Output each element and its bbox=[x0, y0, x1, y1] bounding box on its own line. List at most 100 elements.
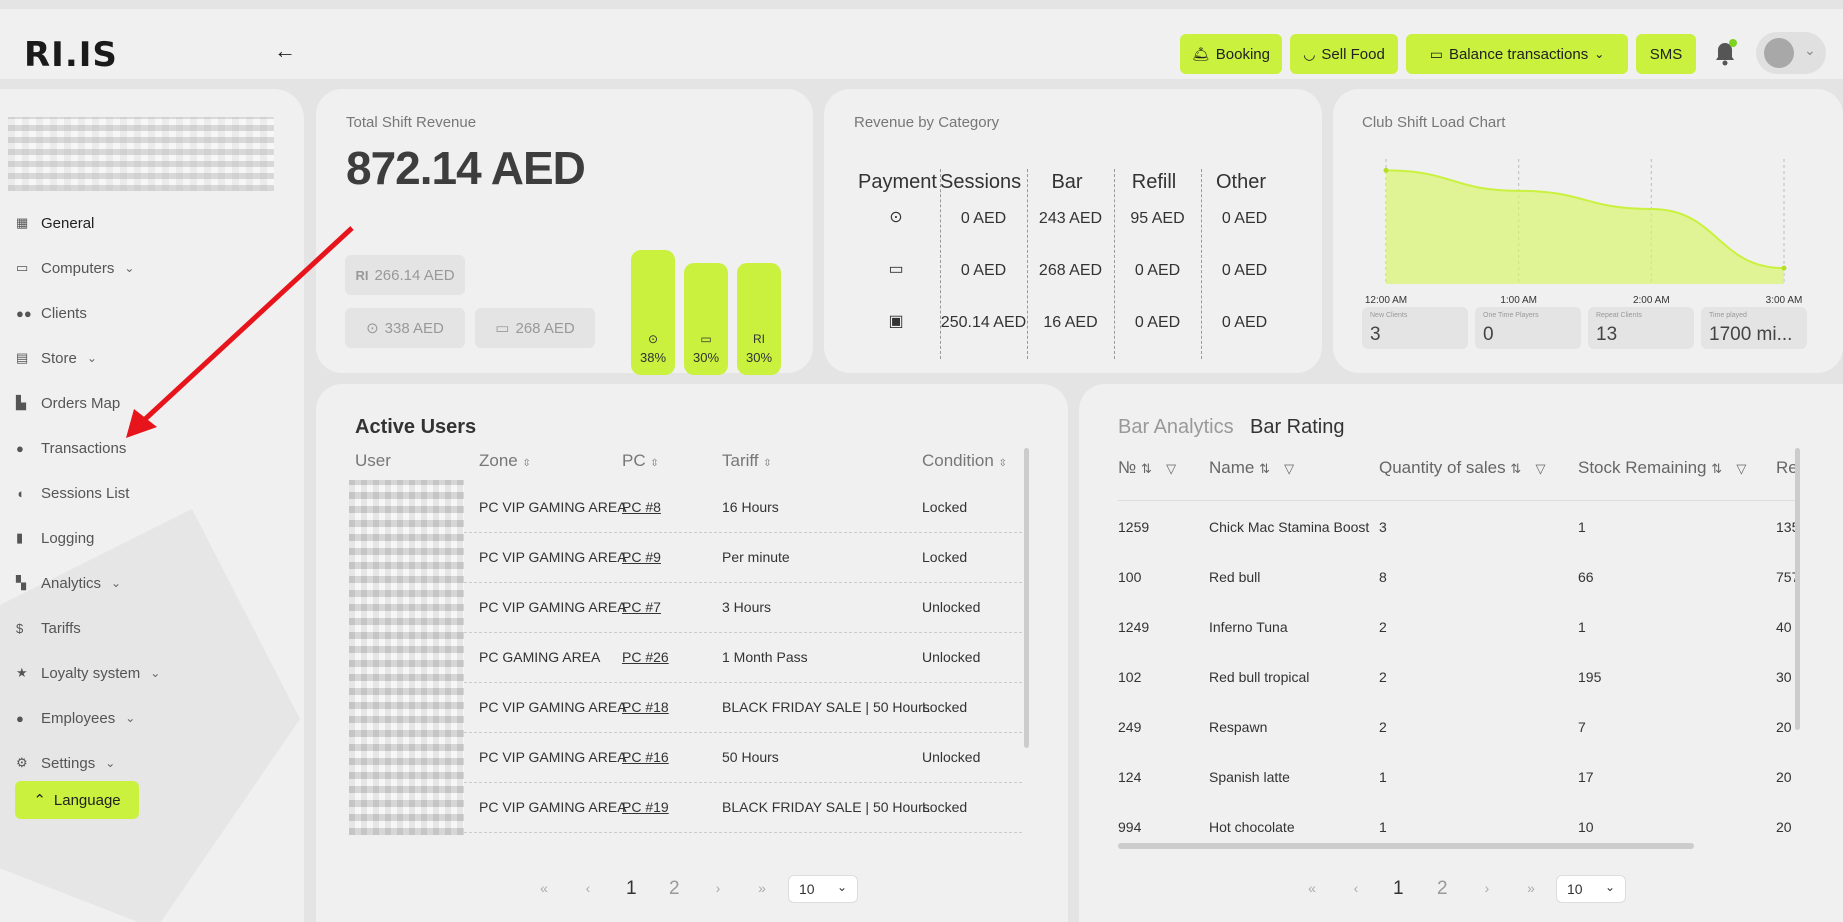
mouse-icon: ◖ bbox=[16, 485, 24, 501]
bell-icon[interactable] bbox=[1712, 39, 1738, 67]
sidebar-item-computers[interactable]: ▭ Computers ⌄ bbox=[16, 253, 296, 283]
col-label: Stock Remaining bbox=[1578, 458, 1707, 477]
stat-value: 3 bbox=[1370, 324, 1381, 345]
next-page-button[interactable]: › bbox=[715, 880, 721, 896]
first-page-button[interactable]: « bbox=[540, 880, 548, 896]
user-avatar-menu[interactable]: ⌄ bbox=[1756, 32, 1826, 74]
pc-link[interactable]: PC #8 bbox=[622, 499, 661, 515]
sidebar-item-general[interactable]: ▦ General bbox=[16, 208, 296, 238]
language-button[interactable]: ⌃ Language bbox=[15, 781, 139, 819]
cell: 268 AED bbox=[1038, 262, 1103, 279]
pc-link[interactable]: PC #26 bbox=[622, 649, 669, 665]
col-sessions: Sessions bbox=[940, 171, 1022, 193]
col-refill: Refill bbox=[1131, 171, 1177, 193]
zone-cell: PC VIP GAMING AREA bbox=[479, 499, 627, 515]
tab-bar-analytics[interactable]: Bar Analytics bbox=[1118, 416, 1234, 438]
sort-icon: ⇳ bbox=[522, 458, 531, 469]
col-tariff-sortable[interactable]: Tariff ⇳ bbox=[722, 451, 772, 471]
sidebar-item-logging[interactable]: ▮ Logging bbox=[16, 523, 296, 553]
sell-food-button[interactable]: ◡ Sell Food bbox=[1290, 34, 1398, 74]
pc-link[interactable]: PC #19 bbox=[622, 799, 669, 815]
sidebar-item-orders-map[interactable]: ▙ Orders Map bbox=[16, 388, 296, 418]
tab-bar-rating[interactable]: Bar Rating bbox=[1250, 416, 1345, 438]
col-quantity[interactable]: Quantity of sales ⇅ ▽ bbox=[1379, 458, 1545, 478]
zone-cell: PC VIP GAMING AREA bbox=[479, 799, 627, 815]
card-pill: ▭ 268 AED bbox=[475, 308, 595, 348]
x-tick-label: 12:00 AM bbox=[1365, 295, 1407, 306]
load-area bbox=[1386, 170, 1784, 284]
page-1-button[interactable]: 1 bbox=[626, 878, 637, 899]
cell: 0 AED bbox=[1221, 262, 1268, 279]
sidebar-item-sessions-list[interactable]: ◖ Sessions List bbox=[16, 478, 296, 508]
booking-button[interactable]: 🛎 Booking bbox=[1180, 34, 1282, 74]
sort-icon: ⇳ bbox=[650, 458, 659, 469]
sidebar-item-tariffs[interactable]: $ Tariffs bbox=[16, 613, 296, 643]
filter-icon[interactable]: ▽ bbox=[1284, 461, 1295, 476]
sidebar-item-store[interactable]: ▤ Store ⌄ bbox=[16, 343, 296, 373]
divider bbox=[1114, 169, 1115, 359]
col-number[interactable]: № ⇅ ▽ bbox=[1118, 458, 1176, 478]
col-other: Other bbox=[1215, 171, 1267, 193]
name-cell: Spanish latte bbox=[1209, 769, 1290, 785]
arrow-left-icon[interactable]: ← bbox=[274, 38, 296, 63]
revenue-cell: 40 bbox=[1776, 619, 1792, 635]
first-page-button[interactable]: « bbox=[1308, 880, 1316, 896]
col-name[interactable]: Name ⇅ ▽ bbox=[1209, 458, 1294, 478]
row-divider bbox=[464, 532, 1022, 533]
page-1-button[interactable]: 1 bbox=[1393, 878, 1404, 899]
pc-link[interactable]: PC #7 bbox=[622, 599, 661, 615]
filter-icon[interactable]: ▽ bbox=[1736, 461, 1747, 476]
col-label: Quantity of sales bbox=[1379, 458, 1506, 477]
quantity-cell: 2 bbox=[1379, 619, 1387, 635]
sidebar-item-analytics[interactable]: ▚ Analytics ⌄ bbox=[16, 568, 296, 598]
ri-is-logo[interactable]: RI.IS bbox=[24, 35, 118, 75]
name-cell: Red bull tropical bbox=[1209, 669, 1310, 685]
revenue-cell: 30 bbox=[1776, 669, 1792, 685]
card-title: Revenue by Category bbox=[854, 114, 1000, 131]
stock-cell: 7 bbox=[1578, 719, 1586, 735]
last-page-button[interactable]: » bbox=[1527, 880, 1535, 896]
pc-link[interactable]: PC #16 bbox=[622, 749, 669, 765]
horizontal-scrollbar[interactable] bbox=[1118, 843, 1694, 849]
load-line bbox=[1385, 169, 1785, 270]
per-page-select[interactable]: 10 ⌄ bbox=[788, 875, 858, 903]
chevron-down-icon: ⌄ bbox=[111, 576, 122, 590]
pc-link[interactable]: PC #18 bbox=[622, 699, 669, 715]
col-pc-sortable[interactable]: PC ⇳ bbox=[622, 451, 659, 471]
col-label: Name bbox=[1209, 458, 1255, 477]
quantity-cell: 8 bbox=[1379, 569, 1387, 585]
language-label: Language bbox=[53, 791, 121, 809]
prev-page-button[interactable]: ‹ bbox=[585, 880, 591, 896]
row-divider bbox=[464, 582, 1022, 583]
stat-time-played: Time played 1700 mi... bbox=[1701, 307, 1807, 349]
col-revenue[interactable]: Re bbox=[1776, 458, 1796, 477]
sidebar-item-transactions[interactable]: ● Transactions bbox=[16, 433, 296, 463]
pc-link[interactable]: PC #9 bbox=[622, 549, 661, 565]
cell: 0 AED bbox=[1221, 314, 1268, 331]
col-zone-sortable[interactable]: Zone ⇳ bbox=[479, 451, 531, 471]
sidebar-item-clients[interactable]: ●● Clients bbox=[16, 298, 296, 328]
next-page-button[interactable]: › bbox=[1484, 880, 1490, 896]
per-page-select[interactable]: 10 ⌄ bbox=[1556, 875, 1626, 903]
page-2-button[interactable]: 2 bbox=[1437, 878, 1448, 899]
balance-transactions-button[interactable]: ▭ Balance transactions ⌄ bbox=[1406, 34, 1628, 74]
stat-label: One Time Players bbox=[1483, 312, 1539, 319]
users-icon: ●● bbox=[16, 305, 32, 321]
col-condition-sortable[interactable]: Condition ⇳ bbox=[922, 451, 1007, 471]
col-stock[interactable]: Stock Remaining ⇅ ▽ bbox=[1578, 458, 1746, 478]
last-page-button[interactable]: » bbox=[758, 880, 766, 896]
scrollbar[interactable] bbox=[1024, 448, 1029, 748]
coin-icon: ● bbox=[16, 440, 24, 456]
page-2-button[interactable]: 2 bbox=[669, 878, 680, 899]
vertical-scrollbar[interactable] bbox=[1795, 448, 1800, 730]
header-divider bbox=[1118, 500, 1798, 501]
prev-page-button[interactable]: ‹ bbox=[1353, 880, 1359, 896]
sidebar-item-settings[interactable]: ⚙ Settings ⌄ bbox=[16, 748, 296, 778]
filter-icon[interactable]: ▽ bbox=[1166, 461, 1177, 476]
sidebar-item-loyalty-system[interactable]: ★ Loyalty system ⌄ bbox=[16, 658, 296, 688]
load-point bbox=[1383, 167, 1389, 173]
sidebar-item-employees[interactable]: ● Employees ⌄ bbox=[16, 703, 296, 733]
bar-label: 38% bbox=[639, 350, 667, 365]
filter-icon[interactable]: ▽ bbox=[1535, 461, 1546, 476]
sms-button[interactable]: SMS bbox=[1636, 34, 1696, 74]
